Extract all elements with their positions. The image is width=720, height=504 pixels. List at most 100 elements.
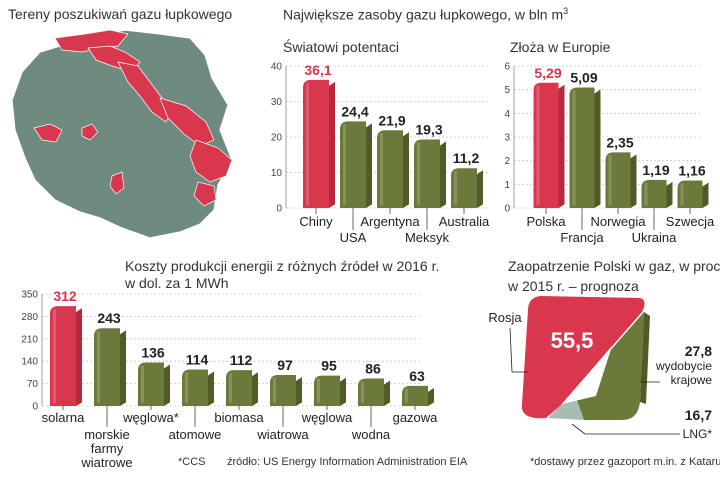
- world-bar-side: [329, 81, 335, 208]
- supply-slice-rosja: [521, 296, 645, 419]
- costs-category-label: wodna: [351, 427, 391, 442]
- costs-bar-shine: [273, 377, 276, 403]
- world-ytick-label: 0: [276, 204, 282, 215]
- europe-bar-shine: [608, 155, 612, 205]
- costs-bar-side: [164, 364, 170, 406]
- europe-bar-side: [630, 154, 637, 208]
- costs-ytick-label: 350: [21, 290, 38, 301]
- world-bar-shine: [380, 133, 383, 205]
- europe-ytick-label: 1: [504, 180, 510, 191]
- europe-value-label: 5,09: [570, 70, 597, 86]
- supply-value-krajowe: 27,8: [685, 343, 712, 359]
- supply-name-lng: LNG*: [683, 427, 713, 441]
- world-ytick-label: 30: [271, 97, 283, 108]
- world-value-label: 19,3: [415, 121, 442, 137]
- costs-value-label: 312: [53, 288, 77, 304]
- costs-bar: [50, 306, 76, 406]
- supply-footnote: *dostawy przez gazoport m.in. z Kataru: [530, 456, 720, 468]
- costs-value-label: 95: [321, 358, 337, 374]
- map-title: Tereny poszukiwań gazu łupkowego: [8, 6, 233, 22]
- europe-ytick-label: 0: [504, 204, 510, 215]
- costs-bar: [314, 375, 340, 406]
- costs-footnote: *CCS: [178, 456, 206, 468]
- costs-source: źródło: US Energy Information Administra…: [227, 456, 468, 468]
- europe-bar-shine: [644, 182, 648, 205]
- world-category-label: Chiny: [299, 214, 333, 229]
- world-bar-shine: [306, 82, 309, 205]
- costs-category-label: gazowa: [393, 410, 439, 425]
- costs-bar-side: [76, 308, 82, 406]
- costs-bar-side: [340, 377, 346, 406]
- costs-bar-shine: [229, 373, 232, 403]
- costs-value-label: 63: [409, 368, 425, 384]
- supply-name-krajowe-2: krajowe: [671, 373, 713, 387]
- world-bar-shine: [343, 124, 346, 205]
- world-bar: [377, 130, 403, 208]
- reserves-title: Największe zasoby gazu łupkowego, w bln …: [283, 6, 568, 23]
- world-bar: [414, 139, 440, 208]
- costs-bar-shine: [53, 309, 56, 403]
- supply-value-rosja: 55,5: [551, 328, 594, 353]
- reserves-title-sup: 3: [563, 6, 569, 16]
- supply-center-gap: [562, 346, 612, 404]
- world-bar-side: [477, 170, 483, 208]
- europe-bar: [677, 180, 703, 208]
- costs-bar: [138, 362, 164, 406]
- supply-value-lng: 16,7: [685, 407, 712, 423]
- costs-bar-side: [384, 380, 390, 406]
- costs-bar: [358, 378, 384, 406]
- world-category-label: Australia: [439, 214, 490, 229]
- costs-bar: [94, 328, 120, 406]
- europe-bar-side: [594, 89, 601, 208]
- costs-bar-shine: [317, 378, 320, 403]
- world-bar-shine: [454, 171, 457, 205]
- world-category-label: Meksyk: [405, 230, 450, 245]
- world-value-label: 21,9: [378, 112, 405, 128]
- costs-value-label: 114: [186, 352, 209, 368]
- europe-bar-side: [558, 84, 565, 208]
- costs-ytick-label: 280: [21, 312, 38, 323]
- costs-bar: [226, 370, 252, 406]
- europe-ytick-label: 4: [504, 109, 510, 120]
- supply-title-line2: w 2015 r. – prognoza: [508, 278, 639, 294]
- europe-chart-title: Złoża w Europie: [510, 39, 611, 55]
- world-bar-shine: [417, 142, 420, 205]
- costs-bar-side: [296, 376, 302, 406]
- costs-bar-shine: [185, 372, 188, 403]
- costs-title-line1: Koszty produkcji energii z różnych źróde…: [125, 258, 440, 274]
- costs-bar-side: [252, 372, 258, 406]
- world-category-label: Argentyna: [360, 214, 420, 229]
- europe-bar-shine: [572, 90, 576, 205]
- costs-value-label: 112: [230, 352, 253, 368]
- world-bar-side: [440, 141, 446, 208]
- costs-category-label: węglowa: [301, 410, 353, 425]
- costs-value-label: 97: [277, 357, 293, 373]
- europe-bar: [641, 179, 667, 208]
- area-lublin: [189, 139, 233, 183]
- supply-name-rosja: Rosja: [488, 310, 522, 325]
- europe-value-label: 5,29: [534, 65, 561, 81]
- costs-category-label: wiatrowe: [80, 455, 132, 470]
- costs-category-label: atomowe: [169, 427, 222, 442]
- area-center: [81, 123, 99, 141]
- reserves-title-text: Największe zasoby gazu łupkowego, w bln …: [283, 6, 564, 23]
- europe-category-label: Szwecja: [666, 214, 715, 229]
- world-bar: [451, 168, 477, 208]
- costs-title-line2: w dol. za 1 MWh: [125, 275, 229, 291]
- world-value-label: 24,4: [341, 103, 368, 119]
- europe-bar-side: [666, 181, 673, 208]
- world-bar: [303, 79, 329, 208]
- world-bar-side: [403, 132, 409, 208]
- europe-value-label: 2,35: [606, 134, 633, 150]
- world-bar: [340, 121, 366, 208]
- europe-category-label: Polska: [526, 214, 566, 229]
- costs-category-label: biomasa: [214, 410, 264, 425]
- costs-bar: [402, 385, 428, 406]
- world-ytick-label: 10: [271, 168, 283, 179]
- costs-bar-side: [208, 371, 214, 406]
- costs-bar-shine: [361, 381, 364, 403]
- costs-bar-side: [428, 387, 434, 406]
